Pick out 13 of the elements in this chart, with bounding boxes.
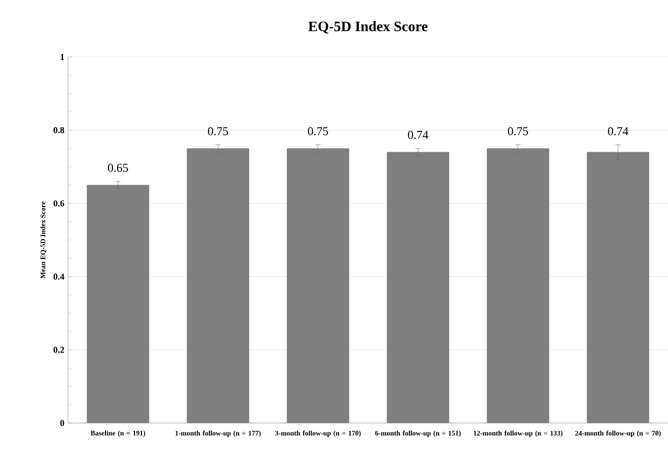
data-label: 0.75 [308, 127, 328, 136]
y-tick-label: 0 [60, 420, 64, 426]
y-tick-label: 1 [60, 54, 64, 60]
y-tick-label: 0.6 [54, 200, 64, 206]
chart-title: EQ-5D Index Score [308, 21, 428, 34]
data-label: 0.65 [108, 164, 128, 172]
data-label: 0.74 [408, 130, 428, 139]
y-tick-label: 0.4 [54, 274, 64, 280]
data-label: 0.75 [208, 127, 228, 136]
y-tick-label: 0.2 [54, 346, 64, 353]
data-label: 0.75 [508, 127, 528, 136]
data-label: 0.74 [608, 127, 628, 136]
y-tick-label: 0.8 [54, 127, 64, 134]
